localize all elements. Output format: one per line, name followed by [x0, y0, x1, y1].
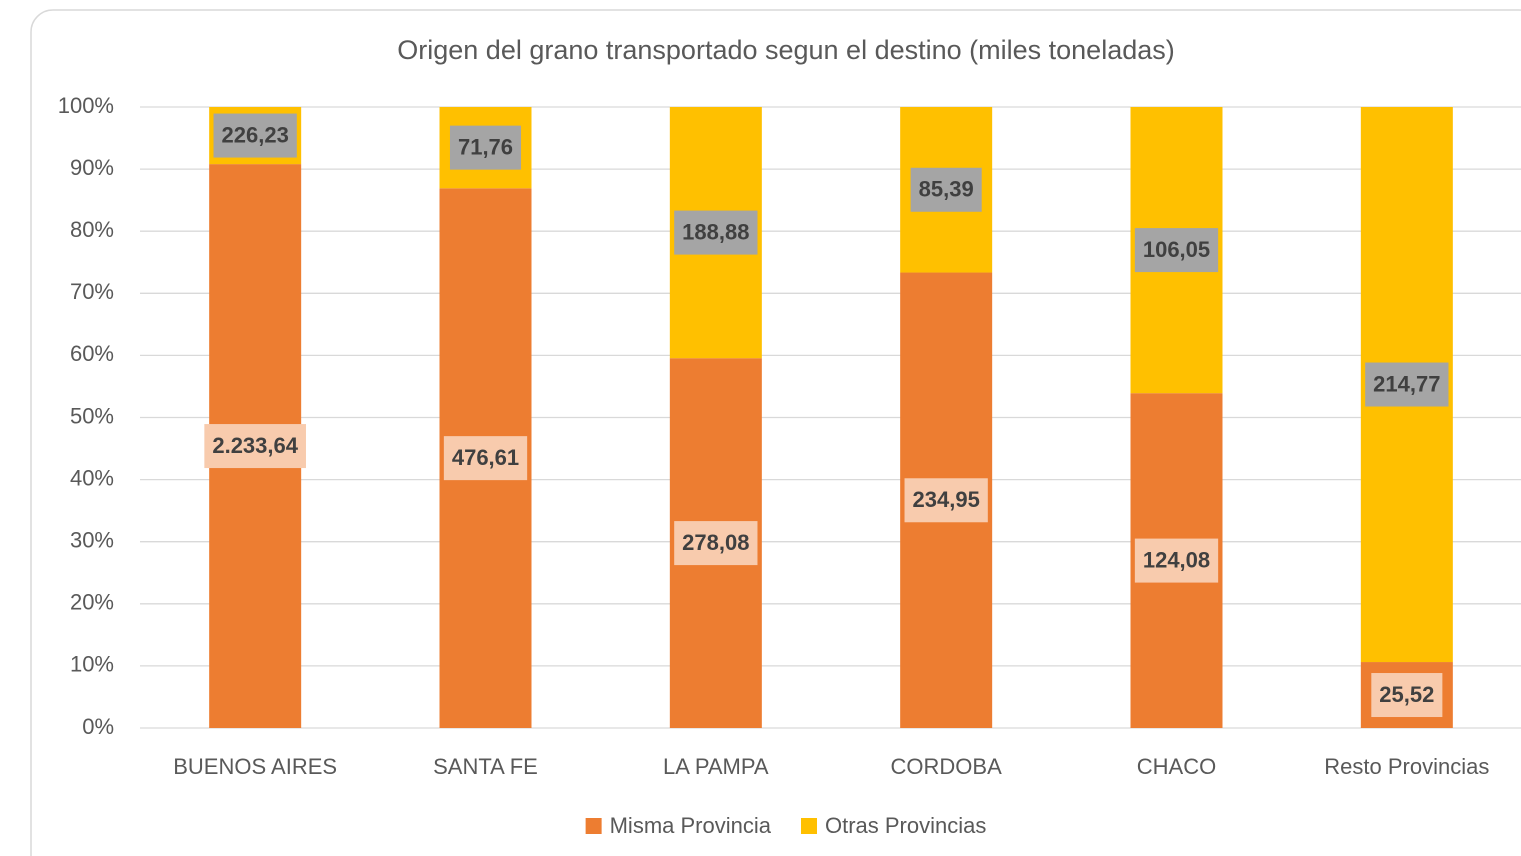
- x-tick-label: CHACO: [1137, 754, 1216, 779]
- data-label: 25,52: [1379, 682, 1434, 707]
- y-tick-label: 80%: [70, 217, 114, 242]
- data-label-box: [443, 436, 528, 481]
- x-tick-label: CORDOBA: [891, 754, 1003, 779]
- data-label-box: [213, 113, 297, 158]
- data-label-box: [204, 424, 306, 469]
- data-label-box: [674, 210, 758, 255]
- data-label: 476,61: [452, 445, 519, 470]
- y-tick-label: 10%: [70, 652, 114, 677]
- y-tick-label: 90%: [70, 155, 114, 180]
- legend-label: Otras Provincias: [825, 813, 986, 838]
- y-tick-label: 0%: [82, 714, 114, 739]
- y-tick-label: 30%: [70, 528, 114, 553]
- data-label-box: [910, 167, 982, 212]
- chart-title: Origen del grano transportado segun el d…: [397, 35, 1174, 65]
- y-tick-label: 70%: [70, 279, 114, 304]
- legend-swatch: [585, 818, 602, 834]
- y-tick-label: 100%: [58, 93, 114, 118]
- x-tick-label: Resto Provincias: [1324, 754, 1489, 779]
- y-tick-label: 50%: [70, 403, 114, 428]
- data-label: 226,23: [222, 122, 289, 147]
- x-tick-label: SANTA FE: [433, 754, 538, 779]
- y-tick-label: 40%: [70, 465, 114, 490]
- legend-label: Misma Provincia: [610, 813, 772, 838]
- data-label: 278,08: [682, 530, 749, 555]
- y-tick-label: 60%: [70, 341, 114, 366]
- data-label: 214,77: [1373, 371, 1440, 396]
- data-label-box: [449, 125, 522, 170]
- x-tick-label: LA PAMPA: [663, 754, 769, 779]
- data-label-box: [1134, 228, 1219, 273]
- legend-swatch: [800, 818, 817, 834]
- data-label: 85,39: [919, 177, 974, 202]
- data-label: 234,95: [913, 487, 980, 512]
- data-label-box: [674, 521, 758, 566]
- data-label: 106,05: [1143, 237, 1210, 262]
- y-tick-label: 20%: [70, 590, 114, 615]
- data-label: 124,08: [1143, 547, 1210, 572]
- data-label-box: [1134, 538, 1219, 583]
- data-label-box: [1371, 673, 1443, 718]
- data-label: 188,88: [682, 219, 749, 244]
- data-label-box: [1365, 362, 1449, 407]
- data-label: 71,76: [458, 134, 513, 159]
- data-label-box: [904, 478, 988, 523]
- data-label: 2.233,64: [212, 433, 298, 458]
- x-tick-label: BUENOS AIRES: [173, 754, 337, 779]
